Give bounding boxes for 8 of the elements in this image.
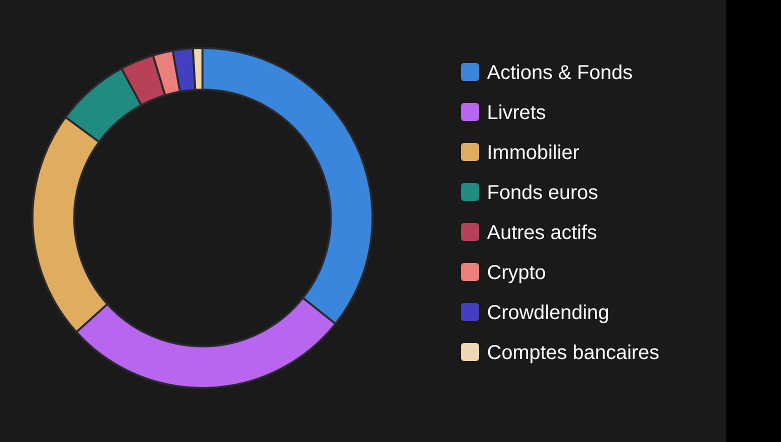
legend-label: Fonds euros [487, 182, 598, 204]
legend-label: Autres actifs [487, 222, 598, 244]
legend-label: Immobilier [487, 142, 580, 164]
legend-label: Crowdlending [487, 302, 610, 324]
legend-label: Comptes bancaires [487, 342, 660, 364]
legend-label: Crypto [487, 262, 546, 284]
legend-label: Actions & Fonds [487, 62, 633, 84]
legend-label: Livrets [487, 102, 546, 124]
